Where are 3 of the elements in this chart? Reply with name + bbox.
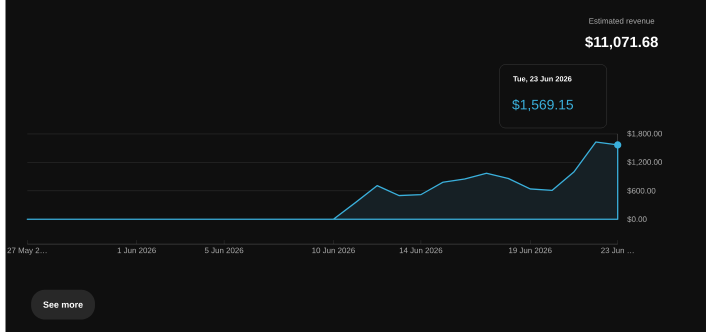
text: $1,569.15 — [512, 98, 574, 111]
chart-subtitle: $11,071.68 — [585, 36, 658, 50]
text: See more — [43, 301, 83, 308]
